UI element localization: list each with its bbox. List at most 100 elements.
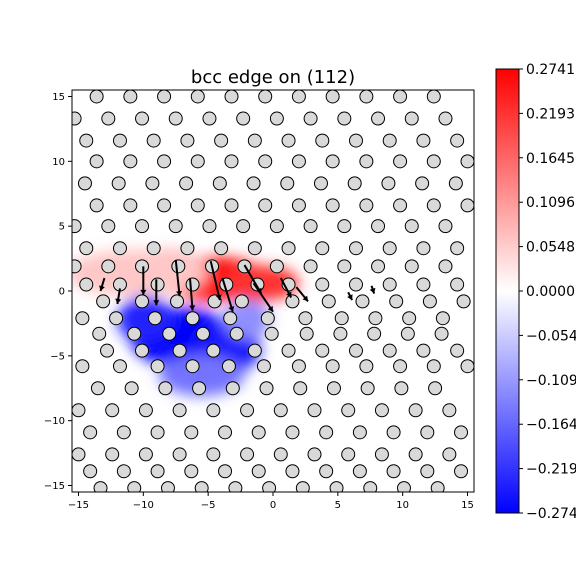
atom (325, 359, 340, 374)
atom (360, 381, 375, 396)
atom (420, 464, 435, 479)
colorbar-tick-label: 0.2193 (526, 106, 575, 122)
atom (225, 381, 240, 396)
atom (116, 425, 131, 440)
atom (416, 277, 431, 292)
atom (79, 241, 94, 256)
atom (90, 381, 105, 396)
atom (337, 111, 352, 126)
atom (307, 403, 322, 418)
atom (315, 343, 330, 358)
x-axis: −15 −10 −5 0 5 10 15 (68, 492, 474, 511)
colorbar-tick-label: −0.2193 (526, 462, 576, 478)
colorbar-tick-label: 0.1645 (526, 151, 575, 167)
atom (101, 111, 116, 126)
y-tick-label: 0 (59, 287, 65, 298)
arrow-head (302, 295, 309, 302)
atom (348, 133, 363, 148)
atom (460, 154, 474, 169)
atom (438, 259, 453, 274)
atom (269, 219, 284, 234)
atom (273, 403, 288, 418)
atom (236, 111, 251, 126)
atom (359, 90, 374, 104)
atom (206, 343, 221, 358)
atom (185, 277, 200, 292)
atom (247, 343, 262, 358)
arrow-head (215, 294, 222, 301)
atom (402, 311, 417, 326)
atom (298, 311, 313, 326)
atom (101, 259, 116, 274)
atom (326, 381, 341, 396)
atom (247, 133, 262, 148)
atom (438, 111, 453, 126)
atom (325, 198, 340, 213)
atom (404, 259, 419, 274)
atom (180, 133, 195, 148)
atom (393, 198, 408, 213)
atom (291, 154, 306, 169)
atom (135, 219, 150, 234)
atom (341, 447, 356, 462)
atom (138, 447, 153, 462)
atom (389, 294, 404, 309)
displacement-arrow (174, 259, 181, 297)
atom (303, 219, 318, 234)
atom (72, 219, 82, 234)
y-tick-label: 5 (59, 222, 65, 233)
atom (100, 343, 115, 358)
atom (307, 447, 322, 462)
atom (460, 198, 474, 213)
atom (221, 359, 236, 374)
atom (214, 133, 229, 148)
atom (348, 343, 363, 358)
arrow-head (176, 290, 183, 297)
arrow-head (99, 285, 105, 291)
atom (382, 343, 397, 358)
arrow-head (369, 287, 376, 294)
atom (291, 359, 306, 374)
atom (185, 359, 200, 374)
atom (285, 425, 300, 440)
atom (105, 447, 120, 462)
atom (281, 133, 296, 148)
atom (404, 219, 419, 234)
colorbar-tick-label: −0.0548 (526, 328, 576, 344)
atom (218, 464, 233, 479)
atom (194, 481, 209, 492)
atom (416, 133, 431, 148)
atom (281, 241, 296, 256)
atom (319, 425, 334, 440)
atom (251, 464, 266, 479)
atom (127, 481, 142, 492)
arrow-head (189, 305, 196, 311)
atom (442, 447, 457, 462)
atom (229, 326, 244, 341)
atom (93, 481, 108, 492)
atom (258, 198, 273, 213)
arrow-head (153, 300, 160, 306)
atom (315, 241, 330, 256)
atom (236, 219, 251, 234)
y-tick-label: −15 (44, 481, 65, 492)
atom (442, 403, 457, 418)
atom (124, 381, 139, 396)
atom (428, 381, 443, 396)
atom (291, 198, 306, 213)
atom (450, 241, 465, 256)
atom (168, 111, 183, 126)
atom (382, 277, 397, 292)
atom (246, 176, 261, 191)
atom (374, 447, 389, 462)
atom (75, 359, 90, 374)
atom (123, 198, 138, 213)
atom (430, 481, 445, 492)
atom (426, 359, 441, 374)
x-tick-label: −10 (133, 500, 154, 511)
atom (79, 133, 94, 148)
atom (285, 294, 300, 309)
atom (368, 311, 383, 326)
y-axis: 15 10 5 0 −5 −10 −15 (44, 92, 72, 492)
atom (393, 359, 408, 374)
